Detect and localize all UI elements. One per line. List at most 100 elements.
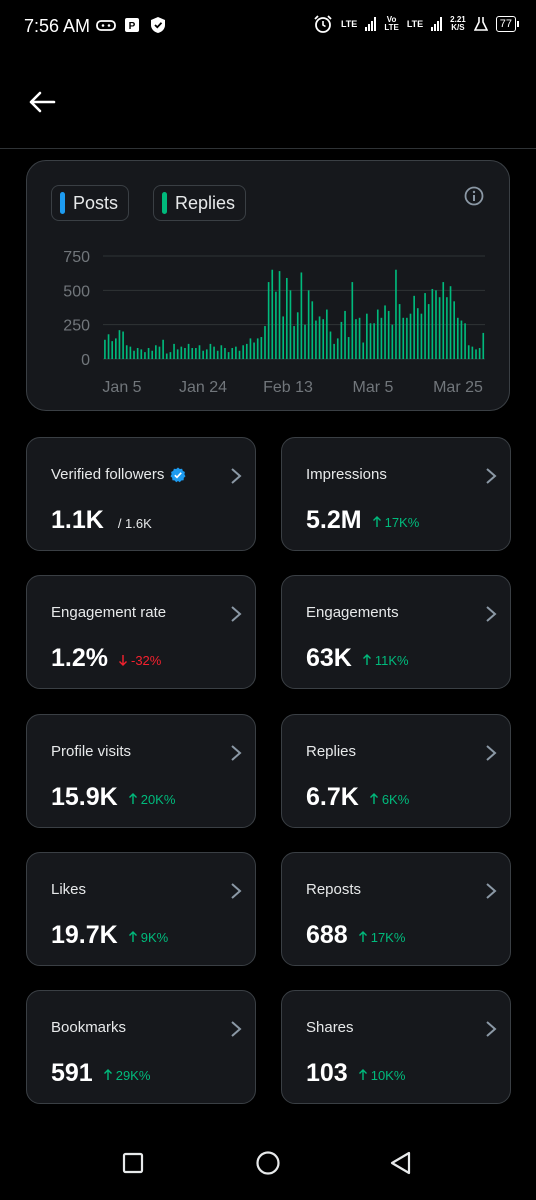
chart-bar xyxy=(456,317,459,359)
chart-bar xyxy=(315,320,317,359)
metric-value-row: 688 17K% xyxy=(306,921,405,950)
x-tick-label: Feb 13 xyxy=(263,379,313,396)
svg-text:P: P xyxy=(129,21,136,32)
y-tick-label: 750 xyxy=(63,249,90,266)
metric-title-text: Shares xyxy=(306,1019,354,1036)
chart-bar xyxy=(413,295,415,359)
chart-bar xyxy=(198,345,201,359)
chart-bar xyxy=(253,342,255,359)
chart-bar xyxy=(449,286,452,359)
chart-bar xyxy=(209,343,212,359)
metric-title-text: Verified followers xyxy=(51,466,165,483)
recents-button[interactable] xyxy=(118,1148,148,1178)
y-tick-label: 500 xyxy=(63,283,90,300)
system-navbar xyxy=(0,1128,536,1200)
chart-bar xyxy=(366,313,368,359)
metric-value-row: 6.7K 6K% xyxy=(306,783,409,812)
chart-bar xyxy=(245,343,248,359)
chart-bar xyxy=(173,343,175,359)
metric-title: Impressions xyxy=(306,466,387,483)
metric-delta-text: 6K% xyxy=(381,791,410,807)
metric-value: 103 xyxy=(306,1059,348,1087)
chart-bar xyxy=(340,321,343,359)
chart-bar xyxy=(311,301,314,359)
chart-bar xyxy=(416,308,419,359)
chart-bar xyxy=(176,349,179,359)
metric-card-verified-followers[interactable]: Verified followers 1.1K / 1.6K xyxy=(26,437,256,551)
metric-value: 688 xyxy=(306,921,348,949)
x-tick-label: Jan 5 xyxy=(102,379,141,396)
chart-bar xyxy=(446,297,448,359)
arrow-up-icon xyxy=(128,793,137,804)
chart-bar xyxy=(144,352,146,359)
home-button[interactable] xyxy=(253,1148,283,1178)
status-right-icons: LTE Vo LTE LTE 2.21 K/S 77 xyxy=(313,14,520,34)
chart-bar xyxy=(369,323,372,359)
chart-bar xyxy=(147,348,150,359)
metric-value-row: 591 29K% xyxy=(51,1059,150,1088)
info-button[interactable] xyxy=(463,185,485,207)
chart-legend: Posts Replies xyxy=(51,185,247,221)
chevron-right-icon xyxy=(231,1021,242,1037)
chart-bar xyxy=(115,338,117,359)
chart-bar xyxy=(482,332,485,359)
chart-card: 0 250 500 750 Jan 5 Jan 24 Feb 13 Mar 5 Mar 25 P… xyxy=(26,160,510,411)
system-back-button[interactable] xyxy=(386,1148,416,1178)
chart-bar xyxy=(398,304,401,359)
status-left-icons: P xyxy=(96,16,166,34)
metric-card-impressions[interactable]: Impressions 5.2M 17K% xyxy=(281,437,511,551)
metric-card-shares[interactable]: Shares 103 10K% xyxy=(281,990,511,1104)
chart-bar xyxy=(467,345,470,359)
metric-card-likes[interactable]: Likes 19.7K 9K% xyxy=(26,852,256,966)
metric-delta-text: 10K% xyxy=(370,1067,406,1083)
chart-bar xyxy=(278,271,281,359)
metric-value: 6.7K xyxy=(306,783,359,811)
metric-delta: 29K% xyxy=(103,1068,150,1083)
chevron-right-icon xyxy=(486,606,497,622)
metric-value: 19.7K xyxy=(51,921,118,949)
chart-bar xyxy=(231,348,234,359)
metric-title-text: Engagements xyxy=(306,604,399,621)
metric-delta: 10K% xyxy=(358,1067,406,1083)
arrow-up-icon xyxy=(358,1069,367,1080)
metric-delta: 6K% xyxy=(369,792,409,807)
chart-bar xyxy=(136,348,139,359)
metric-title-text: Profile visits xyxy=(51,743,132,760)
chart-bar xyxy=(318,316,321,359)
app-notification-icon: P xyxy=(125,18,139,32)
metric-card-reposts[interactable]: Reposts 688 17K% xyxy=(281,852,511,966)
legend-replies-chip[interactable]: Replies xyxy=(153,185,247,221)
chart-bar xyxy=(293,326,295,359)
metric-card-profile-visits[interactable]: Profile visits 15.9K 20K% xyxy=(26,714,256,828)
metric-card-engagement-rate[interactable]: Engagement rate 1.2% -32% xyxy=(26,575,256,689)
chart-bar xyxy=(129,346,132,359)
chevron-right-icon xyxy=(486,745,497,761)
chart-bar xyxy=(464,323,466,359)
chart-bar xyxy=(216,350,219,359)
chart-bar xyxy=(213,346,215,359)
chart-bar xyxy=(286,277,288,359)
chart-bar xyxy=(358,317,361,359)
arrow-up-icon xyxy=(358,931,367,942)
arrow-up-icon xyxy=(372,516,381,527)
arrow-up-icon xyxy=(362,654,371,665)
metric-card-replies[interactable]: Replies 6.7K 6K% xyxy=(281,714,511,828)
chart-bar xyxy=(395,269,397,359)
chart-bar xyxy=(442,282,445,359)
legend-posts-label: Posts xyxy=(73,192,119,213)
metric-card-bookmarks[interactable]: Bookmarks 591 29K% xyxy=(26,990,256,1104)
metric-value: 1.2% xyxy=(51,644,108,672)
metric-title-text: Bookmarks xyxy=(51,1019,127,1036)
back-button[interactable] xyxy=(24,84,60,120)
info-icon xyxy=(464,186,484,206)
metric-card-engagements[interactable]: Engagements 63K 11K% xyxy=(281,575,511,689)
chart-bar xyxy=(478,348,481,359)
chart-bar xyxy=(180,346,183,359)
metric-value-row: 1.1K / 1.6K xyxy=(51,506,152,535)
chart-bar xyxy=(165,353,168,359)
metric-value-row: 19.7K 9K% xyxy=(51,921,168,950)
metric-title: Replies xyxy=(306,743,356,760)
legend-posts-chip[interactable]: Posts xyxy=(51,185,130,221)
arrow-down-icon xyxy=(118,655,127,666)
replies-bar-chart: 0 250 500 750 Jan 5 Jan 24 Feb 13 Mar 5 Mar 25 xyxy=(63,249,485,396)
